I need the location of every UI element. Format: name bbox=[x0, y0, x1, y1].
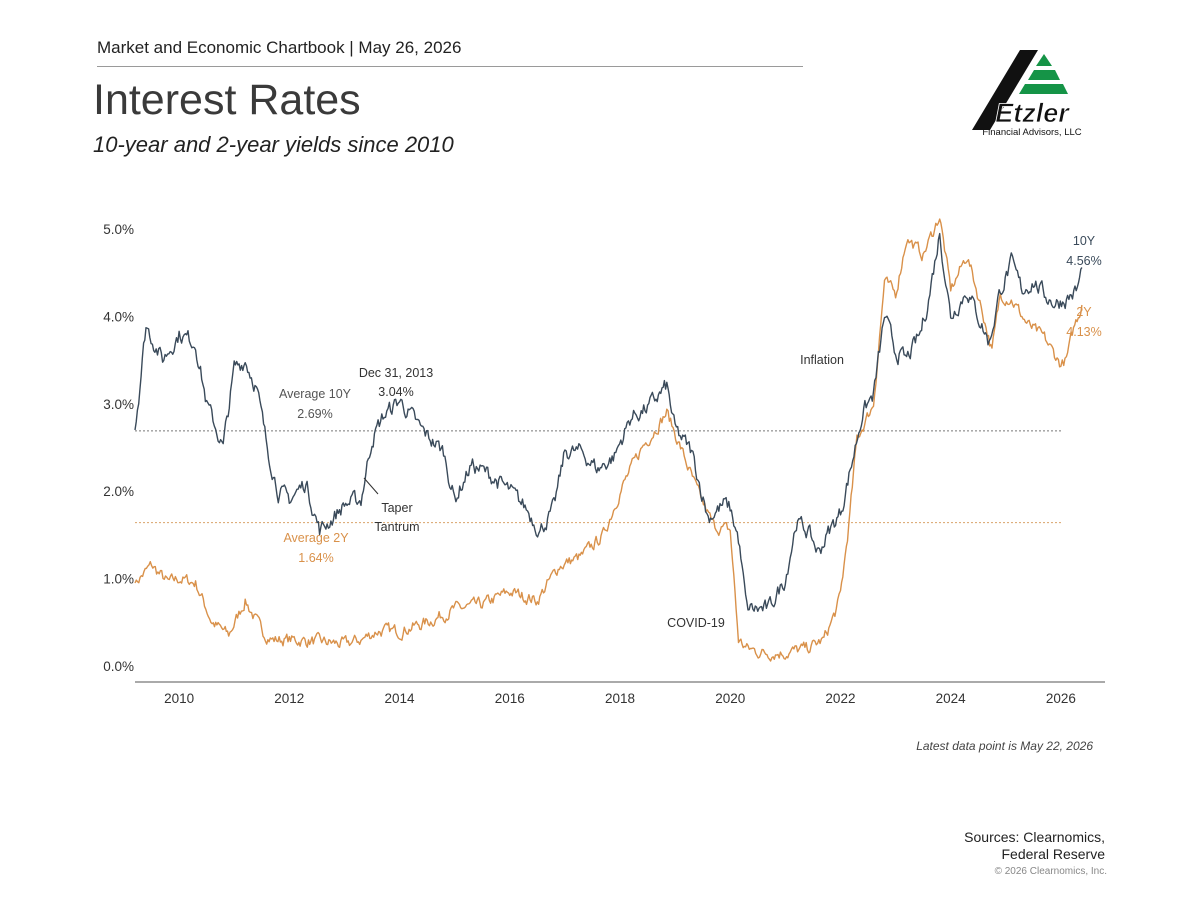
page-subtitle: 10-year and 2-year yields since 2010 bbox=[93, 132, 454, 157]
y-tick-label: 1.0% bbox=[103, 572, 134, 587]
end-label-value: 4.13% bbox=[1066, 325, 1101, 339]
x-tick-label: 2012 bbox=[274, 691, 304, 706]
copyright: © 2026 Clearnomics, Inc. bbox=[994, 866, 1107, 877]
y-tick-label: 4.0% bbox=[103, 309, 134, 324]
reference-value: 1.64% bbox=[298, 551, 333, 565]
x-tick-label: 2026 bbox=[1046, 691, 1076, 706]
x-tick-label: 2020 bbox=[715, 691, 745, 706]
y-tick-label: 5.0% bbox=[103, 222, 134, 237]
x-tick-label: 2010 bbox=[164, 691, 194, 706]
annotation-title: Taper bbox=[381, 501, 412, 515]
end-label-value: 4.56% bbox=[1066, 254, 1101, 268]
x-tick-label: 2024 bbox=[936, 691, 967, 706]
end-label-name: 10Y bbox=[1073, 234, 1096, 248]
sources: Sources: Clearnomics, Federal Reserve bbox=[964, 829, 1105, 863]
annotation-title: Dec 31, 2013 bbox=[359, 366, 433, 380]
logo-tagline: Financial Advisors, LLC bbox=[982, 127, 1081, 138]
annotation-value: Tantrum bbox=[374, 520, 419, 534]
annotation-leader bbox=[363, 477, 379, 495]
reference-value: 2.69% bbox=[297, 407, 332, 421]
x-tick-label: 2014 bbox=[385, 691, 416, 706]
page-title: Interest Rates bbox=[93, 76, 361, 124]
chartbook-header: Market and Economic Chartbook | May 26, … bbox=[97, 38, 803, 67]
series-line-10Y bbox=[134, 232, 1083, 612]
reference-label: Average 2Y bbox=[283, 531, 349, 545]
y-tick-label: 0.0% bbox=[103, 659, 134, 674]
annotation-title: COVID-19 bbox=[667, 616, 725, 630]
annotation-value: 3.04% bbox=[378, 385, 413, 399]
chartbook-title: Market and Economic Chartbook | May 26, … bbox=[97, 38, 803, 67]
logo-name: Etzler bbox=[995, 98, 1070, 128]
x-tick-label: 2022 bbox=[825, 691, 855, 706]
y-tick-label: 2.0% bbox=[103, 484, 134, 499]
x-tick-label: 2016 bbox=[495, 691, 525, 706]
reference-label: Average 10Y bbox=[279, 387, 352, 401]
sources-line-1: Sources: Clearnomics, bbox=[964, 829, 1105, 845]
annotation-title: Inflation bbox=[800, 353, 844, 367]
sources-line-2: Federal Reserve bbox=[1001, 846, 1106, 862]
series-line-2Y bbox=[134, 218, 1083, 662]
y-tick-label: 3.0% bbox=[103, 397, 134, 412]
x-tick-label: 2018 bbox=[605, 691, 635, 706]
end-label-name: 2Y bbox=[1076, 305, 1092, 319]
latest-data-note: Latest data point is May 22, 2026 bbox=[916, 739, 1093, 753]
etzler-logo: Etzler Financial Advisors, LLC bbox=[972, 50, 1082, 138]
